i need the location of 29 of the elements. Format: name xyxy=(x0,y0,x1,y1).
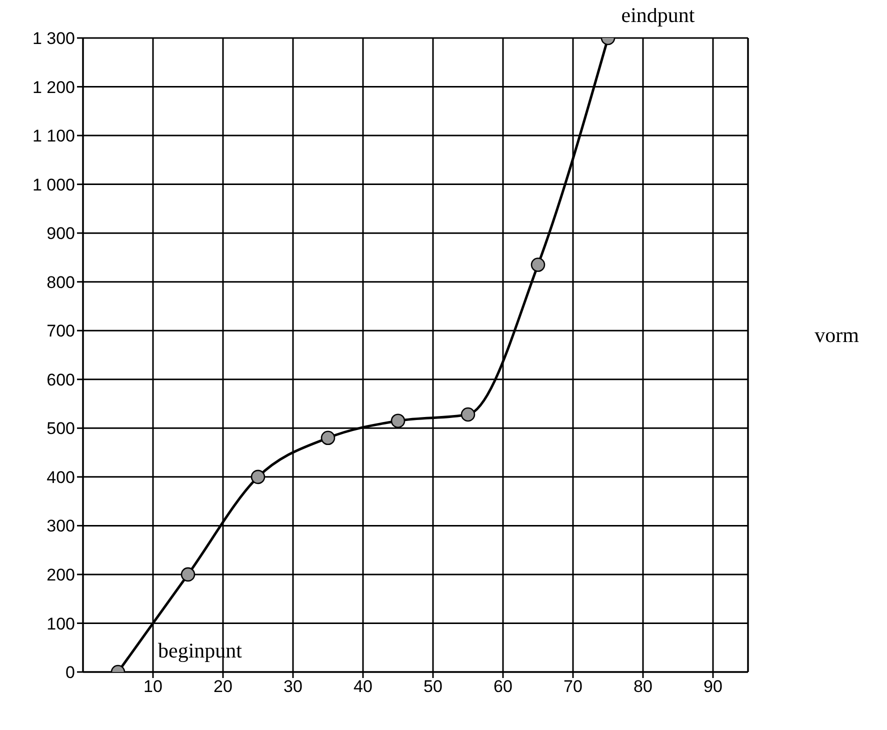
point xyxy=(390,414,406,428)
point xyxy=(250,470,266,484)
x-tick-label: 50 xyxy=(424,677,442,696)
y-tick-label: 1 200 xyxy=(32,78,75,97)
y-tick-label: 300 xyxy=(46,516,75,536)
y-tick-label: 0 xyxy=(66,663,75,682)
y-tick-label: 1 000 xyxy=(32,175,75,194)
x-tick-label: 70 xyxy=(564,677,582,696)
y-tick-label: 100 xyxy=(46,614,75,634)
y-tick-label: 1 300 xyxy=(32,29,75,48)
y-tick-label: 400 xyxy=(46,468,75,487)
text: vorm xyxy=(814,323,859,348)
point xyxy=(460,407,476,422)
y-tick-label: 800 xyxy=(46,272,75,292)
x-tick-label: 30 xyxy=(284,677,302,696)
x-tick-label: 40 xyxy=(354,677,372,696)
x-tick-label: 90 xyxy=(704,677,722,696)
x-tick-label: 20 xyxy=(214,677,232,696)
x-tick-label: 10 xyxy=(144,677,162,696)
y-tick-label: 700 xyxy=(46,322,75,341)
point xyxy=(180,567,196,582)
point xyxy=(320,430,336,446)
y-tick-label: 600 xyxy=(46,370,75,390)
y-tick-label: 1 100 xyxy=(32,126,75,146)
x-tick-label: 80 xyxy=(634,677,652,696)
x-tick-label: 60 xyxy=(494,677,512,696)
y-tick-label: 200 xyxy=(46,565,75,584)
y-tick-label: 500 xyxy=(46,419,75,438)
y-tick-label: 900 xyxy=(46,224,75,244)
